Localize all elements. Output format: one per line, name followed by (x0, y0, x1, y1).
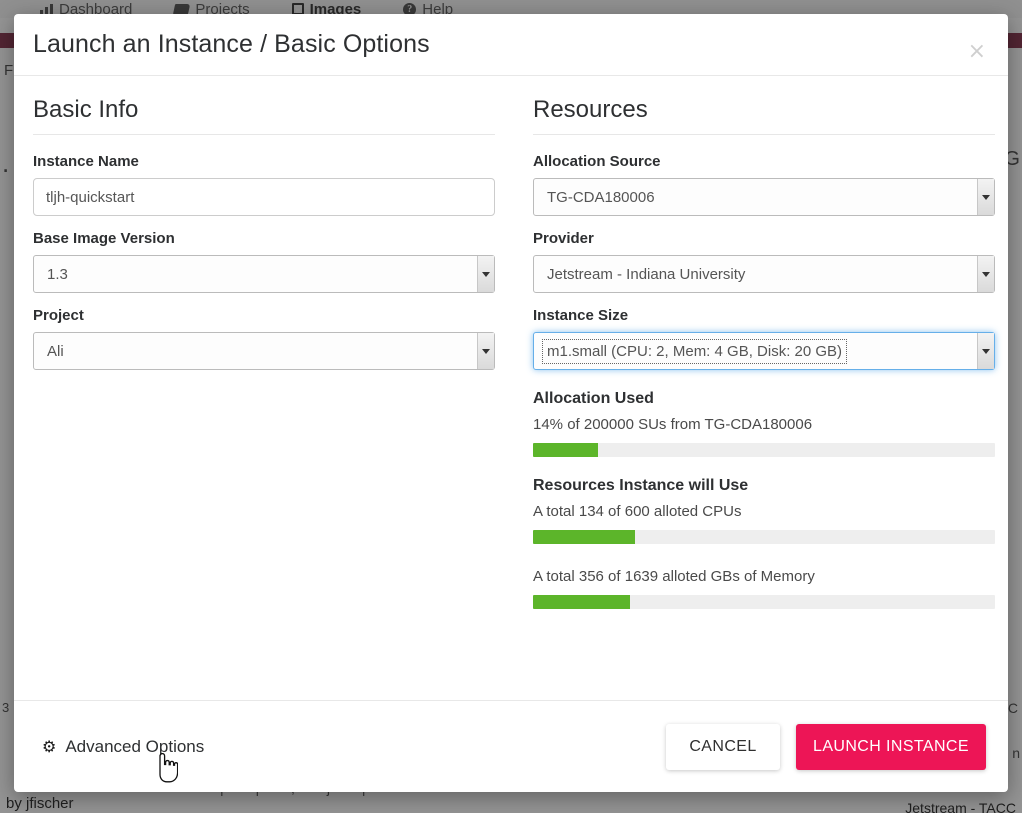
launch-instance-button[interactable]: LAUNCH INSTANCE (796, 723, 986, 770)
footer-button-group: CANCEL LAUNCH INSTANCE (666, 723, 986, 770)
cpu-progress-bar (533, 530, 995, 544)
label-allocation-source: Allocation Source (533, 153, 661, 170)
gear-icon: ⚙ (42, 736, 57, 756)
chevron-down-icon[interactable] (477, 333, 494, 369)
chevron-down-icon[interactable] (977, 333, 994, 369)
field-allocation-source: Allocation Source TG-CDA180006 (533, 153, 995, 216)
instance-size-select-box[interactable]: m1.small (CPU: 2, Mem: 4 GB, Disk: 20 GB… (533, 332, 995, 370)
label-base-image-version: Base Image Version (33, 230, 175, 247)
field-project: Project Ali (33, 307, 495, 370)
section-title-basic-info: Basic Info (33, 96, 495, 135)
base-image-version-value: 1.3 (47, 265, 68, 283)
page-title: Launch an Instance / Basic Options (33, 30, 430, 58)
modal-body: Basic Info Instance Name Base Image Vers… (14, 76, 1008, 700)
field-base-image-version: Base Image Version 1.3 (33, 230, 495, 293)
modal-footer: ⚙ Advanced Options CANCEL LAUNCH INSTANC… (14, 700, 1008, 792)
project-select-box[interactable]: Ali (33, 332, 495, 370)
field-instance-size: Instance Size m1.small (CPU: 2, Mem: 4 G… (533, 307, 995, 370)
field-provider: Provider Jetstream - Indiana University (533, 230, 995, 293)
basic-info-column: Basic Info Instance Name Base Image Vers… (33, 96, 495, 700)
provider-select[interactable]: Jetstream - Indiana University (533, 255, 995, 293)
base-image-version-select[interactable]: 1.3 (33, 255, 495, 293)
instance-size-value: m1.small (CPU: 2, Mem: 4 GB, Disk: 20 GB… (541, 338, 848, 364)
modal-header: Launch an Instance / Basic Options × (14, 14, 1008, 76)
project-value: Ali (47, 342, 64, 360)
allocation-source-select[interactable]: TG-CDA180006 (533, 178, 995, 216)
memory-progress-fill (533, 595, 631, 609)
project-select[interactable]: Ali (33, 332, 495, 370)
provider-select-box[interactable]: Jetstream - Indiana University (533, 255, 995, 293)
chevron-down-icon[interactable] (477, 256, 494, 292)
memory-usage-detail: A total 356 of 1639 alloted GBs of Memor… (533, 568, 815, 585)
label-provider: Provider (533, 230, 594, 247)
provider-value: Jetstream - Indiana University (547, 265, 746, 283)
instance-will-use-heading: Resources Instance will Use (533, 477, 749, 494)
allocation-used-detail: 14% of 200000 SUs from TG-CDA180006 (533, 416, 813, 433)
allocation-source-value: TG-CDA180006 (547, 188, 655, 206)
instance-will-use-block: Resources Instance will Use A total 134 … (533, 477, 995, 609)
cancel-button[interactable]: CANCEL (666, 723, 780, 770)
allocation-source-select-box[interactable]: TG-CDA180006 (533, 178, 995, 216)
cpu-usage-detail: A total 134 of 600 alloted CPUs (533, 503, 742, 520)
instance-name-input[interactable] (33, 178, 495, 216)
base-image-version-select-box[interactable]: 1.3 (33, 255, 495, 293)
close-icon[interactable]: × (967, 39, 986, 64)
cpu-progress-fill (533, 530, 635, 544)
chevron-down-icon[interactable] (977, 179, 994, 215)
allocation-used-progress-bar (533, 443, 995, 457)
advanced-options-label: Advanced Options (65, 736, 205, 756)
allocation-used-heading: Allocation Used (533, 390, 654, 407)
label-instance-size: Instance Size (533, 307, 629, 324)
section-title-resources: Resources (533, 96, 995, 135)
label-instance-name: Instance Name (33, 153, 139, 170)
background-provider-label: Jetstream - TACC (905, 800, 1016, 813)
field-instance-name: Instance Name (33, 153, 495, 216)
resources-column: Resources Allocation Source TG-CDA180006… (533, 96, 995, 700)
label-project: Project (33, 307, 84, 324)
chevron-down-icon[interactable] (977, 256, 994, 292)
background-author-label: by jfischer (6, 795, 74, 812)
launch-instance-modal: Launch an Instance / Basic Options × Bas… (14, 14, 1008, 792)
allocation-used-progress-fill (533, 443, 598, 457)
allocation-used-block: Allocation Used 14% of 200000 SUs from T… (533, 390, 995, 457)
memory-progress-bar (533, 595, 995, 609)
advanced-options-button[interactable]: ⚙ Advanced Options (42, 737, 204, 757)
instance-size-select[interactable]: m1.small (CPU: 2, Mem: 4 GB, Disk: 20 GB… (533, 332, 995, 370)
